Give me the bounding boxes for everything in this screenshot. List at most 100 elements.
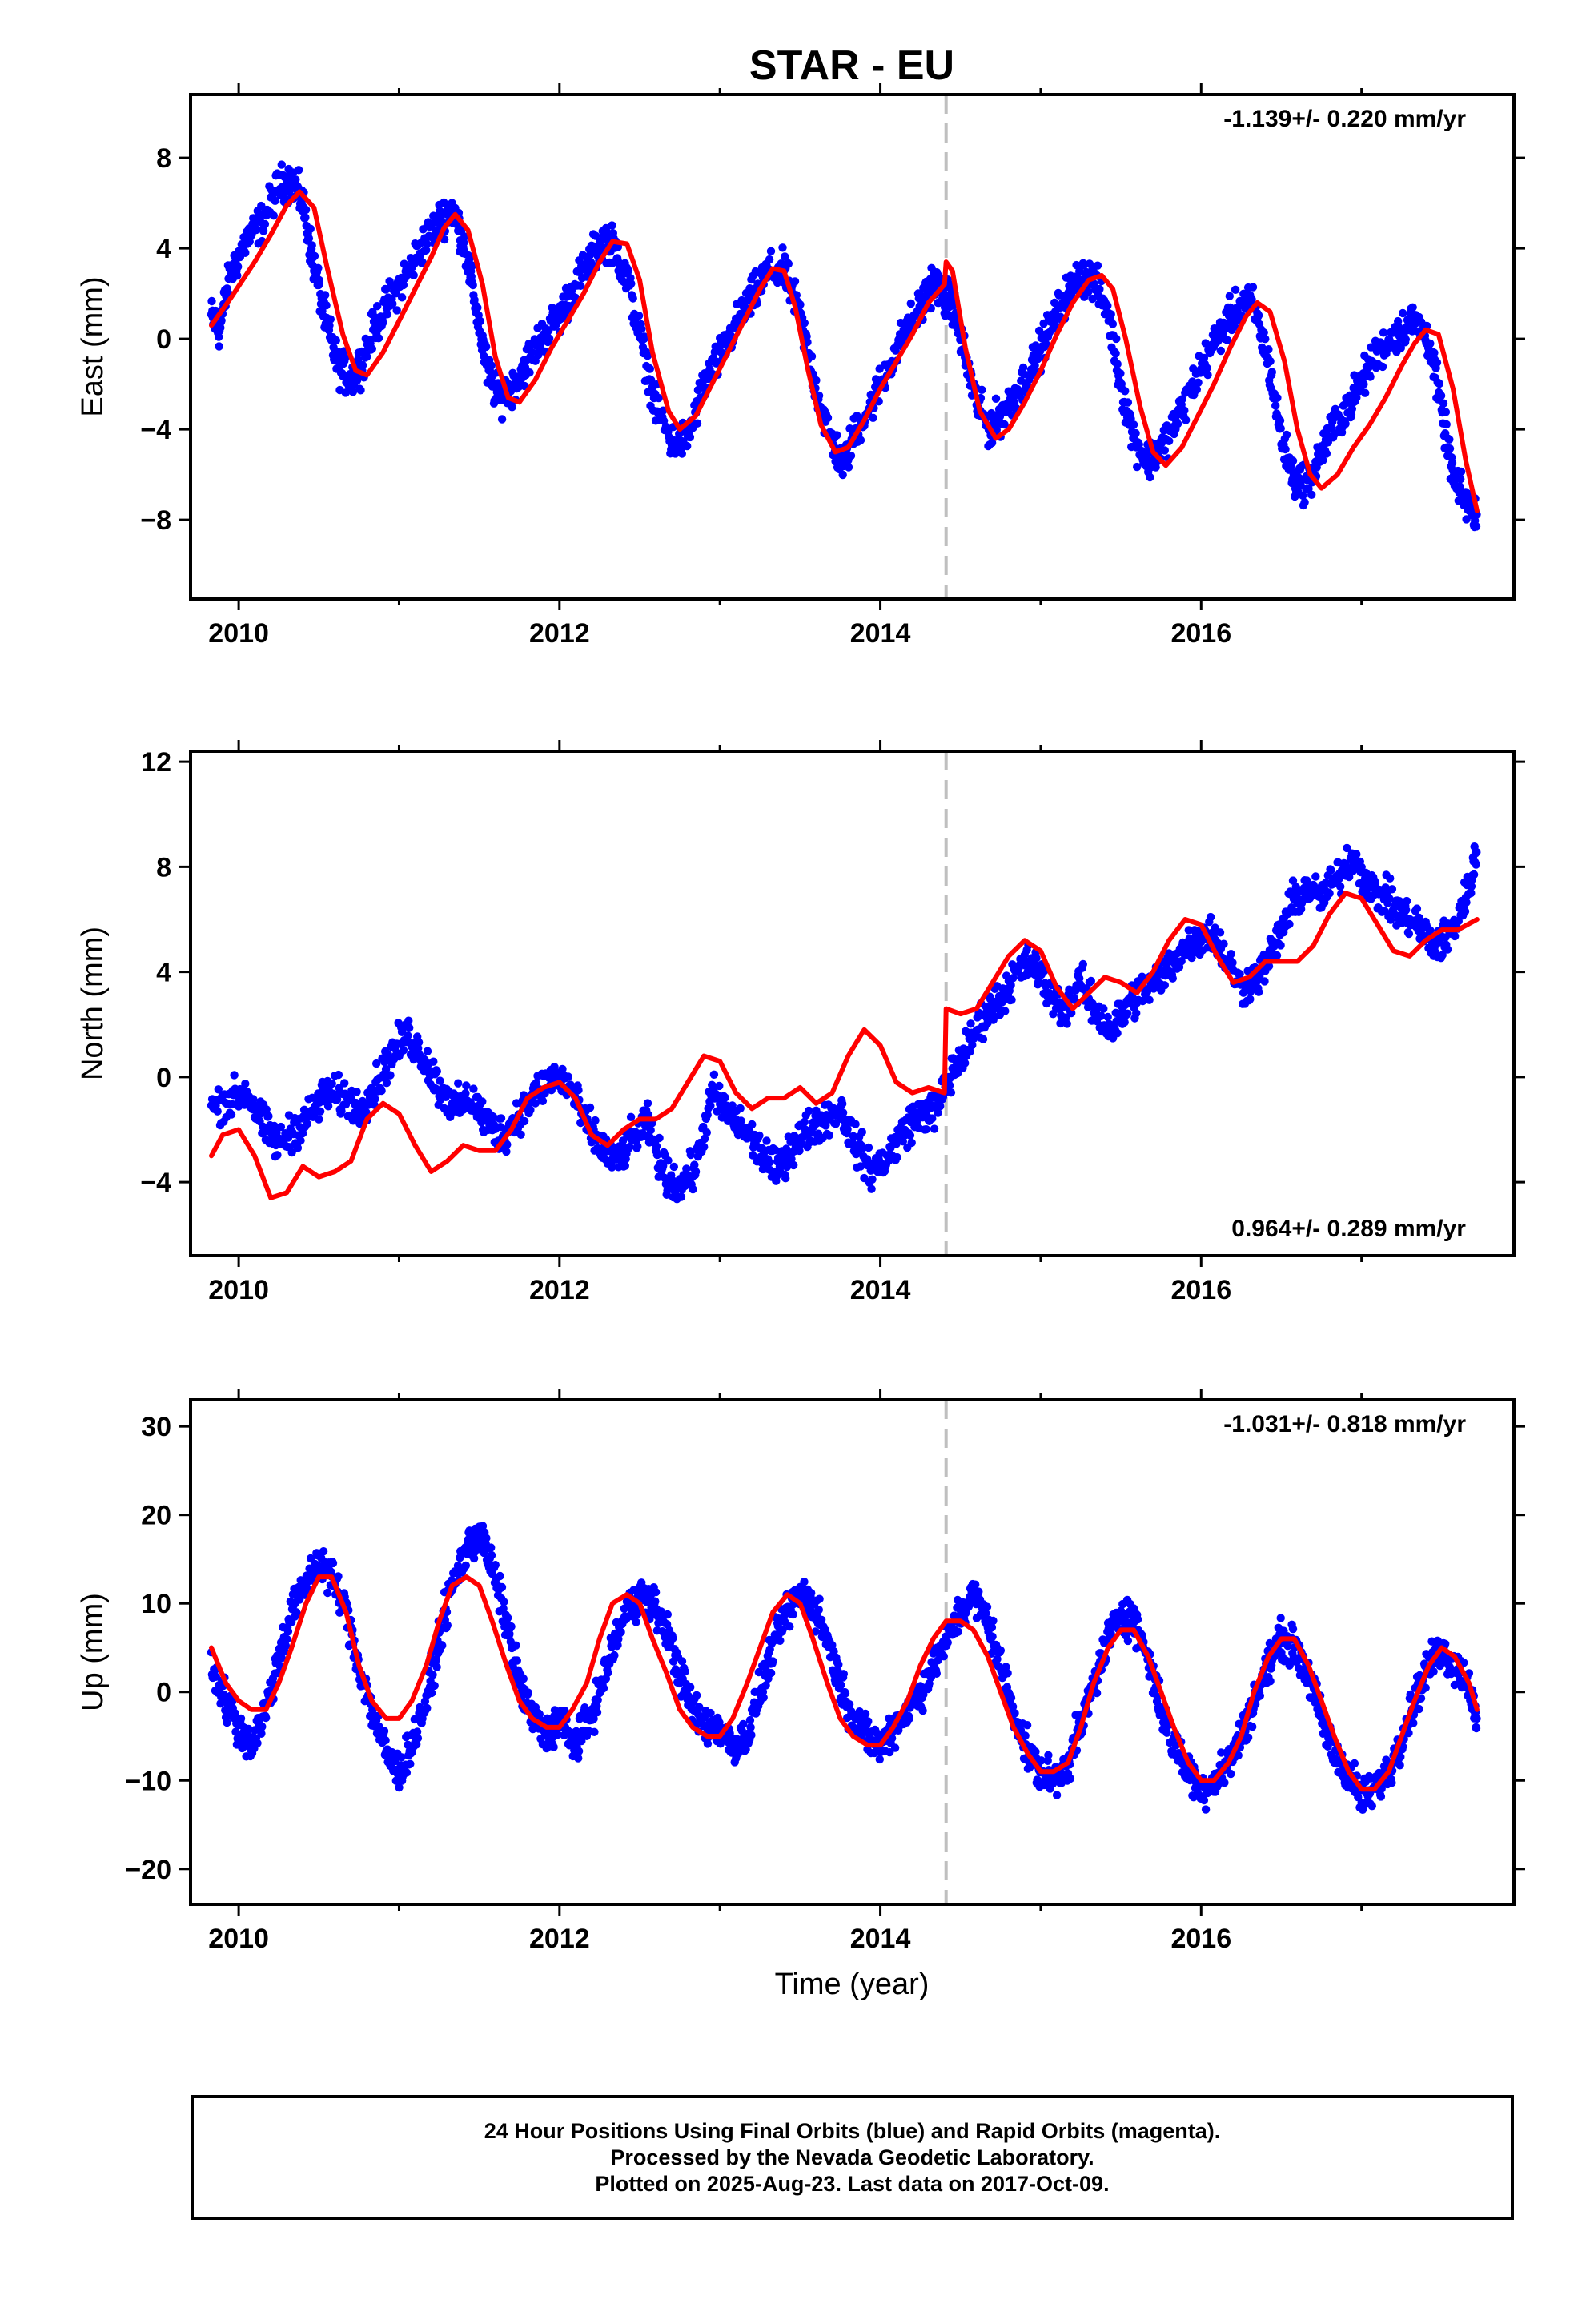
data-point [1435, 379, 1444, 388]
data-point [499, 1604, 508, 1614]
data-point [296, 1136, 305, 1145]
data-point [273, 1151, 282, 1160]
data-point [1103, 301, 1112, 310]
data-point [616, 1627, 625, 1637]
data-point [230, 1071, 239, 1080]
data-point [259, 227, 268, 235]
data-point [781, 252, 789, 261]
data-point [476, 316, 485, 326]
data-point [625, 1142, 634, 1152]
data-point [659, 1161, 668, 1171]
y-tick-label: −4 [140, 415, 171, 445]
data-point [645, 364, 654, 373]
data-point [643, 1099, 652, 1108]
data-point [1273, 393, 1282, 402]
data-point [307, 241, 316, 250]
data-point [643, 352, 652, 360]
data-point [340, 1079, 349, 1088]
data-point [946, 1088, 956, 1097]
data-point [1402, 896, 1411, 906]
plot-area [207, 160, 1481, 532]
data-point [1281, 444, 1290, 454]
data-point [624, 266, 633, 275]
data-point [482, 1534, 491, 1542]
data-point [236, 1714, 246, 1723]
data-point [1106, 310, 1115, 319]
data-point [271, 196, 279, 205]
data-point [589, 1715, 598, 1723]
data-point [1469, 870, 1479, 879]
data-point [461, 1088, 470, 1098]
data-point [1121, 387, 1130, 396]
data-point [987, 438, 997, 448]
data-point [1138, 996, 1147, 1006]
data-point [508, 403, 516, 412]
data-point [402, 1768, 412, 1777]
data-point [825, 1131, 834, 1140]
data-point [651, 1597, 660, 1606]
data-point [677, 449, 686, 458]
data-point [427, 1688, 436, 1698]
data-point [304, 234, 314, 243]
data-point [1325, 889, 1334, 898]
data-point [1264, 962, 1274, 971]
data-point [496, 1114, 506, 1123]
data-point [733, 1750, 742, 1759]
data-point [652, 1142, 661, 1151]
data-point [574, 1086, 583, 1095]
data-point [1386, 874, 1395, 883]
data-point [1259, 328, 1268, 337]
data-point [430, 1681, 439, 1691]
data-point [1357, 862, 1366, 872]
y-tick-label: 12 [141, 747, 171, 778]
data-point [627, 279, 636, 288]
data-point [633, 1142, 642, 1151]
data-point [1367, 343, 1375, 352]
data-point [626, 1112, 636, 1122]
data-point [868, 1175, 877, 1184]
data-point [1062, 1019, 1071, 1028]
data-point [564, 1072, 572, 1081]
data-point [1472, 522, 1481, 531]
data-point [216, 1699, 225, 1708]
data-point [1441, 408, 1451, 416]
data-point [241, 1080, 250, 1088]
data-point [1225, 292, 1235, 300]
data-point [432, 1067, 441, 1076]
data-point [496, 1123, 505, 1132]
data-point [1272, 951, 1282, 960]
data-point [270, 1121, 279, 1131]
data-point [706, 1101, 715, 1110]
data-point [1412, 904, 1422, 913]
data-point [1303, 876, 1311, 885]
data-point [227, 1110, 236, 1119]
data-point [1146, 472, 1154, 482]
data-point [815, 1594, 824, 1603]
data-point [654, 393, 663, 403]
data-point [637, 324, 646, 333]
data-point [640, 332, 649, 341]
data-point [823, 413, 833, 422]
data-point [352, 1088, 361, 1096]
data-point [966, 1047, 974, 1056]
data-point [646, 1126, 655, 1135]
data-point [930, 1124, 939, 1133]
data-point [1404, 929, 1414, 939]
data-point [841, 1689, 850, 1698]
data-point [918, 1706, 927, 1715]
data-point [283, 1634, 291, 1644]
data-point [331, 336, 340, 345]
data-point [414, 1038, 424, 1047]
x-tick-label: 2016 [1170, 1275, 1231, 1305]
data-point [978, 1035, 988, 1043]
data-point [928, 1114, 937, 1123]
data-point [478, 1522, 488, 1530]
data-point [1299, 491, 1307, 500]
data-point [593, 1695, 602, 1704]
data-point [715, 1081, 724, 1091]
y-tick-label: 8 [156, 143, 171, 174]
data-point [1445, 444, 1455, 453]
data-point [692, 1691, 701, 1700]
